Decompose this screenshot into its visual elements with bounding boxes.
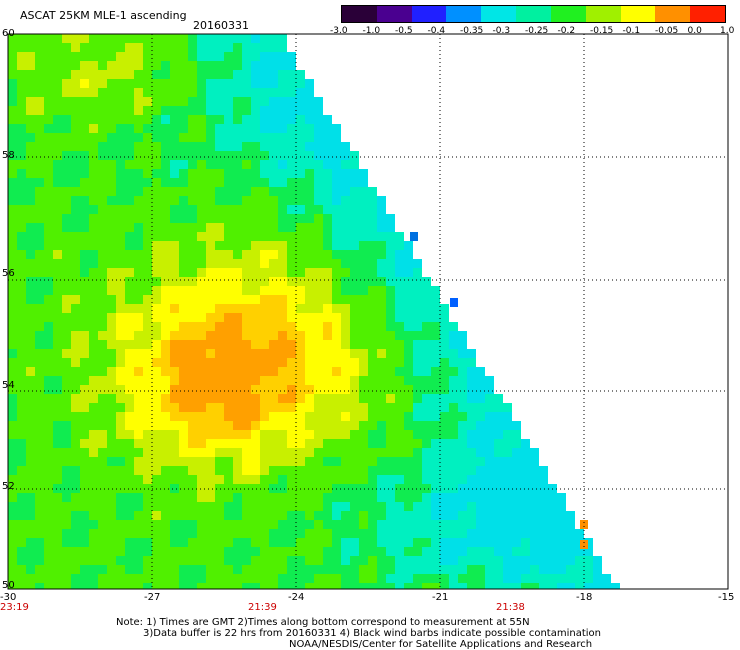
footer-note-3: NOAA/NESDIS/Center for Satellite Applica…	[289, 639, 593, 650]
colorbar-label: -0.5	[395, 26, 413, 36]
time-label: 21:39	[248, 602, 277, 613]
colorbar-label: -0.15	[590, 26, 614, 36]
colorbar-label: -0.1	[622, 26, 641, 36]
colorbar-label: -0.35	[460, 26, 484, 36]
colorbar-label: 0.0	[687, 26, 702, 36]
lat-tick-label: 60	[2, 28, 15, 39]
lat-tick-label: 50	[2, 580, 15, 591]
lon-tick-label: -27	[144, 592, 161, 603]
colorbar-swatch	[446, 6, 482, 22]
lat-tick-label: 52	[2, 481, 15, 492]
lon-tick-label: -24	[288, 592, 305, 603]
lat-tick-label: 56	[2, 268, 15, 279]
colorbar-swatch	[690, 6, 725, 22]
map-data-cells	[8, 34, 620, 589]
colorbar-label: -0.05	[655, 26, 679, 36]
footer-note-1: Note: 1) Times are GMT 2)Times along bot…	[116, 617, 530, 628]
colorbar-labels: -3.0 -1.0 -0.5 -0.4 -0.35 -0.3 -0.25 -0.2 -0.15-…	[330, 26, 734, 38]
colorbar-swatch	[481, 6, 517, 22]
lon-tick-label: -18	[576, 592, 593, 603]
lon-tick-label: -30	[0, 592, 17, 603]
colorbar-swatch	[550, 6, 586, 22]
time-label: 21:38	[496, 602, 525, 613]
lat-tick-label: 58	[2, 150, 15, 161]
colorbar-swatch	[411, 6, 447, 22]
time-label: 23:19	[0, 602, 29, 613]
colorbar-label: 1.0	[720, 26, 735, 36]
footer-note-2: 3)Data buffer is 22 hrs from 20160331 4)…	[143, 628, 601, 639]
colorbar-label: -0.4	[427, 26, 446, 36]
colorbar-label: -0.2	[557, 26, 576, 36]
colorbar-swatch	[342, 6, 377, 22]
product-title: ASCAT 25KM MLE-1 ascending	[20, 9, 187, 22]
colorbar-swatch	[516, 6, 551, 22]
colorbar-swatch	[585, 6, 621, 22]
colorbar-label: -3.0	[330, 26, 348, 36]
colorbar	[341, 5, 726, 23]
colorbar-swatch	[620, 6, 656, 22]
lat-tick-label: 54	[2, 380, 15, 391]
lon-tick-label: -15	[718, 592, 735, 603]
map-gridlines	[8, 34, 728, 589]
map-frame	[7, 33, 729, 590]
colorbar-swatch	[655, 6, 691, 22]
colorbar-label: -1.0	[362, 26, 381, 36]
colorbar-swatch	[376, 6, 412, 22]
product-date: 20160331	[193, 19, 249, 32]
lon-tick-label: -21	[432, 592, 449, 603]
colorbar-label: -0.25	[525, 26, 549, 36]
colorbar-label: -0.3	[492, 26, 511, 36]
